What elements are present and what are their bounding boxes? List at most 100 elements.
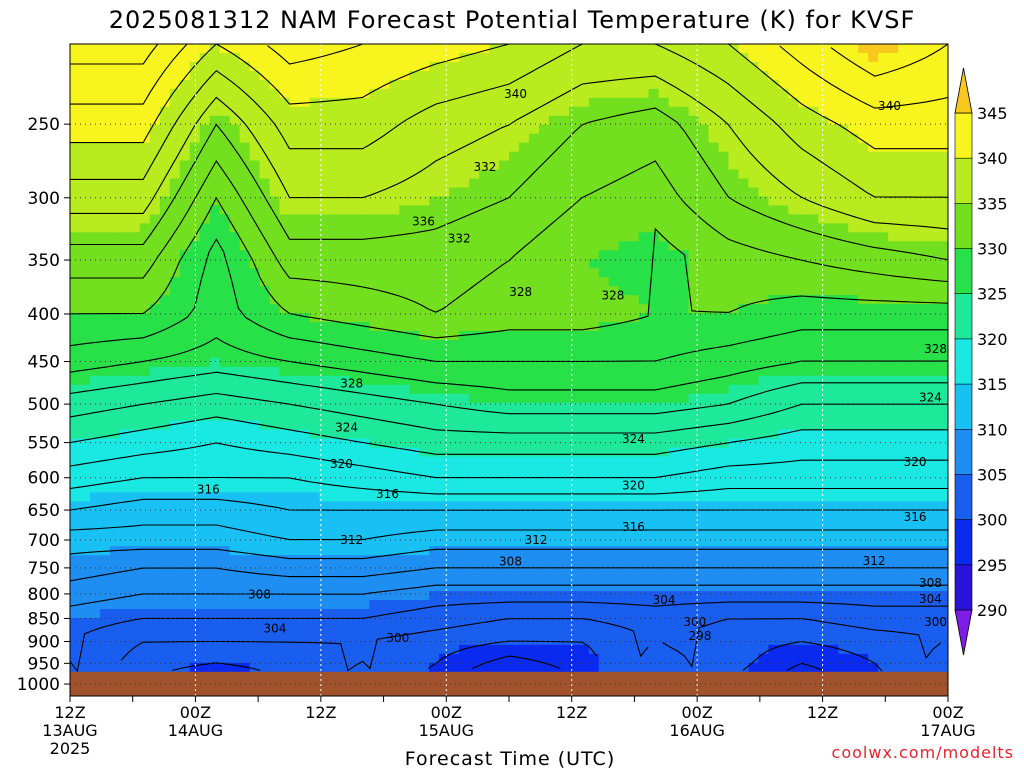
heatmap-cell	[598, 465, 610, 476]
heatmap-cell	[778, 88, 789, 99]
heatmap-cell	[399, 106, 410, 117]
heatmap-cell	[89, 411, 101, 422]
heatmap-cell	[668, 375, 680, 386]
heatmap-cell	[748, 61, 760, 72]
heatmap-cell	[79, 322, 91, 332]
heatmap-cell	[648, 357, 660, 368]
heatmap-cell	[918, 393, 929, 404]
heatmap-cell	[199, 295, 211, 305]
heatmap-cell	[678, 330, 690, 341]
heatmap-cell	[598, 106, 610, 117]
heatmap-cell	[728, 348, 740, 359]
heatmap-cell	[409, 142, 420, 153]
heatmap-cell	[179, 187, 191, 198]
heatmap-cell	[848, 402, 859, 413]
heatmap-cell	[259, 519, 271, 529]
heatmap-cell	[499, 322, 510, 332]
heatmap-cell	[159, 304, 171, 314]
heatmap-cell	[149, 510, 161, 520]
heatmap-cell	[249, 160, 261, 171]
heatmap-cell	[449, 79, 460, 90]
heatmap-cell	[778, 375, 789, 386]
heatmap-cell	[698, 151, 710, 162]
heatmap-cell	[598, 510, 610, 520]
heatmap-cell	[239, 223, 251, 233]
heatmap-cell	[528, 313, 540, 323]
heatmap-cell	[479, 232, 490, 242]
heatmap-cell	[648, 97, 660, 108]
heatmap-cell	[528, 133, 540, 144]
heatmap-cell	[319, 304, 331, 314]
heatmap-cell	[838, 330, 849, 341]
heatmap-cell	[818, 223, 829, 233]
heatmap-cell	[159, 510, 171, 520]
heatmap-cell	[918, 70, 929, 81]
heatmap-cell	[259, 384, 271, 395]
heatmap-cell	[70, 375, 81, 386]
heatmap-cell	[119, 546, 131, 556]
heatmap-cell	[89, 393, 101, 404]
heatmap-cell	[389, 187, 400, 198]
heatmap-cell	[728, 241, 740, 251]
heatmap-cell	[588, 88, 600, 99]
heatmap-cell	[638, 492, 650, 502]
heatmap-cell	[588, 402, 600, 413]
heatmap-cell	[499, 402, 510, 413]
heatmap-cell	[938, 160, 948, 171]
heatmap-cell	[668, 223, 680, 233]
heatmap-cell	[598, 205, 610, 215]
heatmap-cell	[459, 79, 470, 90]
heatmap-cell	[688, 178, 700, 189]
heatmap-cell	[189, 277, 201, 287]
heatmap-cell	[918, 268, 929, 278]
heatmap-cell	[419, 133, 430, 144]
heatmap-cell	[329, 429, 340, 440]
heatmap-cell	[688, 348, 700, 359]
heatmap-cell	[79, 295, 91, 305]
heatmap-cell	[848, 187, 859, 198]
heatmap-cell	[888, 268, 899, 278]
heatmap-cell	[409, 268, 420, 278]
heatmap-cell	[479, 528, 490, 538]
heatmap-cell	[119, 196, 131, 207]
heatmap-cell	[309, 295, 321, 305]
heatmap-cell	[359, 366, 370, 377]
heatmap-cell	[119, 169, 131, 180]
heatmap-cell	[688, 106, 700, 117]
heatmap-cell	[718, 357, 730, 368]
heatmap-cell	[628, 537, 640, 547]
heatmap-cell	[878, 268, 889, 278]
heatmap-cell	[758, 339, 770, 350]
heatmap-cell	[409, 61, 420, 72]
heatmap-cell	[788, 178, 799, 189]
heatmap-cell	[109, 196, 121, 207]
heatmap-cell	[279, 196, 291, 207]
heatmap-cell	[429, 456, 440, 467]
heatmap-cell	[509, 519, 520, 529]
heatmap-cell	[928, 133, 939, 144]
heatmap-cell	[369, 160, 380, 171]
heatmap-cell	[518, 61, 530, 72]
heatmap-cell	[708, 330, 720, 341]
heatmap-cell	[558, 411, 570, 422]
heatmap-cell	[209, 44, 221, 54]
heatmap-cell	[409, 384, 420, 395]
heatmap-cell	[379, 528, 390, 538]
heatmap-cell	[908, 357, 919, 368]
heatmap-cell	[848, 106, 859, 117]
heatmap-cell	[828, 178, 839, 189]
heatmap-cell	[509, 393, 520, 404]
heatmap-cell	[239, 304, 251, 314]
heatmap-cell	[518, 115, 530, 126]
heatmap-cell	[409, 151, 420, 162]
heatmap-cell	[838, 375, 849, 386]
heatmap-cell	[628, 510, 640, 520]
heatmap-cell	[938, 124, 948, 135]
heatmap-cell	[798, 519, 809, 529]
heatmap-cell	[758, 348, 770, 359]
heatmap-cell	[209, 97, 221, 108]
heatmap-cell	[558, 124, 570, 135]
heatmap-cell	[89, 286, 101, 296]
heatmap-cell	[788, 142, 799, 153]
heatmap-cell	[838, 501, 849, 511]
